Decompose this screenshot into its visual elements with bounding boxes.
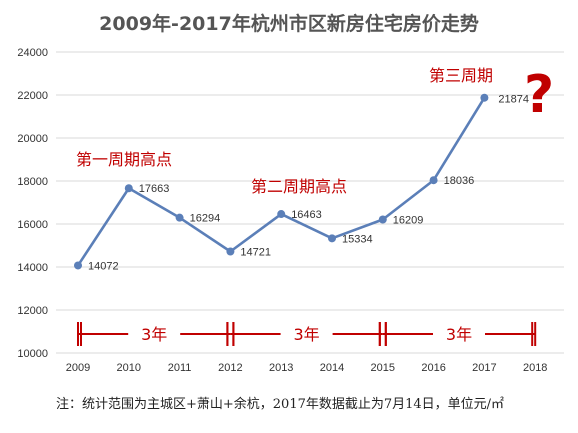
x-tick-label: 2018 — [523, 362, 547, 374]
y-tick-label: 12000 — [17, 305, 48, 317]
range-label: 3年 — [294, 325, 320, 344]
x-tick-label: 2010 — [117, 362, 141, 374]
data-point — [124, 184, 133, 193]
data-point — [378, 215, 387, 224]
annotation-peak2: 第二周期高点 — [251, 177, 347, 196]
data-point — [74, 261, 82, 270]
annotation-cycle3: 第三周期 — [429, 66, 493, 85]
data-label: 14072 — [88, 260, 119, 272]
x-tick-label: 2009 — [66, 362, 90, 374]
data-label: 21874 — [498, 94, 529, 106]
data-label: 16294 — [190, 213, 221, 225]
data-label: 16209 — [393, 215, 424, 227]
x-tick-label: 2012 — [218, 362, 242, 374]
data-point — [429, 176, 438, 185]
y-tick-label: 24000 — [17, 47, 48, 59]
y-tick-label: 18000 — [17, 176, 48, 188]
x-axis: 2009 2010 2011 2012 2013 2014 2015 2016 2017 2018 — [66, 362, 548, 374]
x-tick-label: 2013 — [269, 362, 293, 374]
cycle-ranges: 3年 3年 3年 — [77, 322, 537, 346]
footnote: 注：统计范围为主城区+萧山+余杭，2017年数据截止为7月14日，单位元/㎡ — [56, 396, 504, 412]
chart-title: 2009年-2017年杭州市区新房住宅房价走势 — [99, 12, 479, 35]
data-label: 14721 — [240, 246, 271, 258]
y-tick-label: 22000 — [17, 90, 48, 102]
range-label: 3年 — [141, 325, 167, 344]
annotation-qmark: ? — [524, 65, 554, 125]
data-label: 18036 — [444, 175, 475, 187]
data-labels: 14072 17663 16294 14721 16463 15334 16209 18036… — [88, 94, 529, 273]
data-point — [480, 93, 489, 102]
data-point — [328, 234, 336, 243]
data-point — [226, 247, 235, 256]
x-tick-label: 2017 — [472, 362, 496, 374]
x-tick-label: 2015 — [371, 362, 395, 374]
data-label: 17663 — [139, 183, 170, 195]
x-tick-label: 2011 — [168, 362, 192, 374]
range-label: 3年 — [446, 325, 472, 344]
data-point — [175, 213, 184, 222]
x-tick-label: 2014 — [320, 362, 344, 374]
y-tick-label: 20000 — [17, 133, 48, 145]
price-series — [74, 93, 489, 270]
data-point — [277, 210, 286, 219]
y-tick-label: 14000 — [17, 262, 48, 274]
y-axis: 10000 12000 14000 16000 18000 20000 22000 24000 — [17, 47, 48, 360]
y-tick-label: 10000 — [17, 348, 48, 360]
gridlines — [56, 51, 564, 354]
data-label: 15334 — [342, 233, 373, 245]
x-tick-label: 2016 — [421, 362, 445, 374]
annotation-peak1: 第一周期高点 — [76, 150, 172, 169]
y-tick-label: 16000 — [17, 219, 48, 231]
data-label: 16463 — [291, 209, 322, 221]
